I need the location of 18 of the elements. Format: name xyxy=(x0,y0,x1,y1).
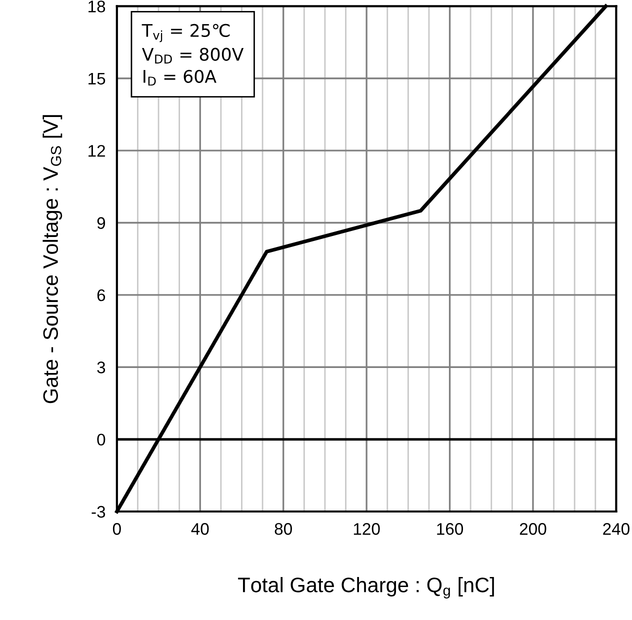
y-tick-label: 6 xyxy=(97,289,106,302)
x-axis-title: Total Gate Charge : Q$_{g}$ [nC] xyxy=(238,577,494,598)
text: T$_{vj}$ = 25℃ V$_{DD}$ = 800V I$_{D}$ = 60A xyxy=(142,24,244,86)
y-tick-label: 0 xyxy=(97,434,106,446)
x-tick-label: 240 xyxy=(603,523,630,535)
x-tick-label: 40 xyxy=(191,523,209,535)
x-tick-label: 200 xyxy=(520,523,546,535)
y-tick-label: 18 xyxy=(88,0,106,12)
y-tick-label: 15 xyxy=(88,72,106,85)
x-tick-label: 80 xyxy=(274,523,292,535)
y-tick-label: 3 xyxy=(97,362,106,374)
y-axis-title: Gate - Source Voltage : V$_{GS}$ [V] xyxy=(42,115,62,404)
x-tick-label: 0 xyxy=(112,523,121,535)
y-tick-label: -3 xyxy=(92,506,106,518)
x-tick-label: 120 xyxy=(354,523,380,535)
x-tick-label: 160 xyxy=(437,523,464,535)
y-tick-label: 12 xyxy=(88,144,105,157)
y-tick-label: 9 xyxy=(97,217,106,229)
